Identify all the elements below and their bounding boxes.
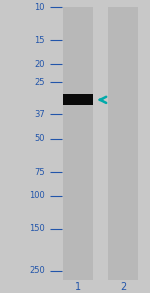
Text: 250: 250 (29, 266, 45, 275)
FancyBboxPatch shape (63, 94, 93, 105)
Text: 75: 75 (34, 168, 45, 177)
FancyBboxPatch shape (63, 7, 93, 280)
Text: 37: 37 (34, 110, 45, 119)
Text: 10: 10 (34, 3, 45, 12)
Text: 100: 100 (29, 191, 45, 200)
Text: 15: 15 (34, 36, 45, 45)
Text: 20: 20 (34, 59, 45, 69)
Text: 50: 50 (34, 134, 45, 144)
FancyBboxPatch shape (108, 7, 138, 280)
Text: 1: 1 (75, 282, 81, 292)
Text: 2: 2 (120, 282, 126, 292)
Text: 25: 25 (34, 78, 45, 87)
Text: 150: 150 (29, 224, 45, 233)
